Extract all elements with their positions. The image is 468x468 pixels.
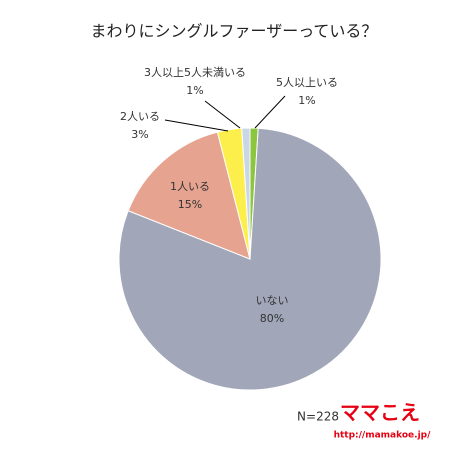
slice-value: 15%: [178, 198, 202, 211]
logo-url: http://mamakoe.jp/: [334, 431, 432, 441]
slice-label: いない: [256, 294, 289, 307]
slice-value: 1%: [186, 84, 203, 97]
slice-label: 2人いる: [120, 110, 160, 123]
logo-name: ママこえ: [340, 401, 420, 425]
slice-label: 3人以上5人未満いる: [144, 66, 246, 79]
slice-value: 3%: [131, 128, 148, 141]
slice-value: 80%: [260, 312, 284, 325]
pie-slice: [241, 127, 251, 260]
leader-line: [254, 95, 286, 129]
pie-slice: [127, 131, 251, 260]
slice-value: 1%: [298, 94, 315, 107]
leader-line: [204, 100, 241, 129]
slice-label: 1人いる: [170, 180, 210, 193]
leader-line: [164, 119, 229, 132]
chart-title: まわりにシングルファーザーっている？: [91, 22, 378, 41]
slice-label: 5人以上いる: [276, 76, 338, 89]
sample-size: N=228: [297, 410, 339, 424]
